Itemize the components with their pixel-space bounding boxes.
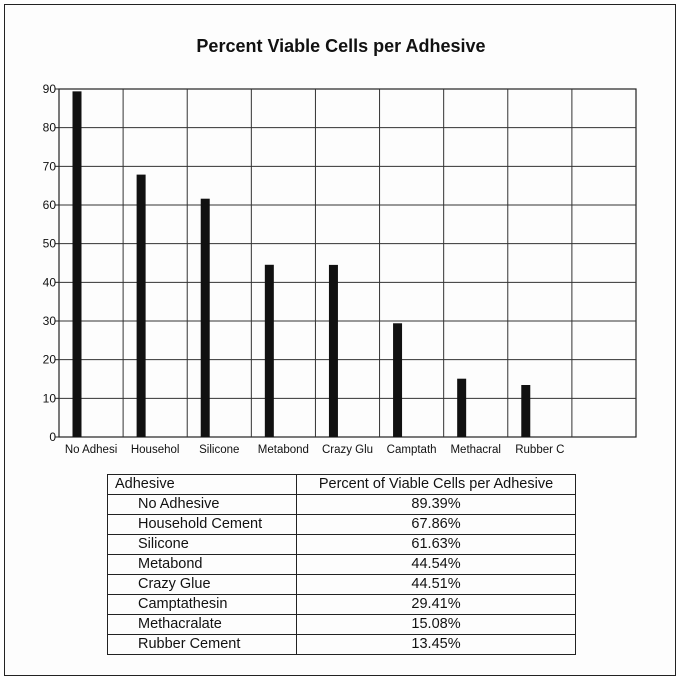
table-cell-adhesive: Methacralate xyxy=(107,614,297,635)
y-tick-label: 90 xyxy=(43,82,57,96)
table-cell-adhesive: Rubber Cement xyxy=(107,634,297,655)
table-cell-percent: 89.39% xyxy=(296,494,576,515)
table-cell-adhesive: Household Cement xyxy=(107,514,297,535)
x-tick-label: Househol xyxy=(131,444,180,456)
y-tick-label: 20 xyxy=(43,353,57,367)
bar xyxy=(264,264,274,437)
table-row: Metabond 44.54% xyxy=(107,554,576,575)
x-tick-label: Crazy Glu xyxy=(322,444,373,456)
table-cell-adhesive: Camptathesin xyxy=(107,594,297,615)
bar xyxy=(328,264,338,437)
chart-title: Percent Viable Cells per Adhesive xyxy=(196,36,486,56)
y-tick-label: 60 xyxy=(43,198,57,212)
table-row: Household Cement 67.86% xyxy=(107,514,576,535)
y-tick-label: 30 xyxy=(43,314,57,328)
table-cell-percent: 44.54% xyxy=(296,554,576,575)
bar xyxy=(72,91,82,437)
x-tick-label: Metabond xyxy=(258,444,309,456)
table-cell-adhesive: Crazy Glue xyxy=(107,574,297,595)
x-tick-label: No Adhesi xyxy=(65,444,117,456)
data-table: Adhesive Percent of Viable Cells per Adh… xyxy=(107,474,576,655)
y-tick-label: 50 xyxy=(43,237,57,251)
y-tick-label: 0 xyxy=(49,430,56,444)
bar xyxy=(457,378,467,437)
table-cell-percent: 15.08% xyxy=(296,614,576,635)
table-cell-adhesive: No Adhesive xyxy=(107,494,297,515)
table-header-adhesive: Adhesive xyxy=(107,474,297,495)
bar xyxy=(521,384,531,437)
y-tick-label: 40 xyxy=(43,275,57,289)
x-tick-label: Silicone xyxy=(199,444,239,456)
table-header-row: Adhesive Percent of Viable Cells per Adh… xyxy=(107,474,576,495)
table-cell-adhesive: Metabond xyxy=(107,554,297,575)
table-row: No Adhesive 89.39% xyxy=(107,494,576,515)
table-cell-percent: 29.41% xyxy=(296,594,576,615)
bar xyxy=(393,323,403,437)
x-tick-label: Methacral xyxy=(450,444,501,456)
bar xyxy=(136,174,146,437)
table-cell-percent: 13.45% xyxy=(296,634,576,655)
bar xyxy=(200,198,210,437)
table-cell-adhesive: Silicone xyxy=(107,534,297,555)
y-tick-label: 70 xyxy=(43,159,57,173)
table-cell-percent: 67.86% xyxy=(296,514,576,535)
table-row: Crazy Glue 44.51% xyxy=(107,574,576,595)
table-cell-percent: 61.63% xyxy=(296,534,576,555)
table-header-percent: Percent of Viable Cells per Adhesive xyxy=(296,474,576,495)
plot-area xyxy=(58,88,637,438)
x-tick-label: Rubber C xyxy=(515,444,564,456)
table-row: Methacralate 15.08% xyxy=(107,614,576,635)
y-tick-label: 80 xyxy=(43,121,57,135)
bar-chart: 0 10 20 30 40 50 60 70 80 90 No Adhesi Househol Sili… xyxy=(43,82,637,456)
y-tick-label: 10 xyxy=(43,391,57,405)
table-row: Rubber Cement 13.45% xyxy=(107,634,576,655)
table-row: Silicone 61.63% xyxy=(107,534,576,555)
table-cell-percent: 44.51% xyxy=(296,574,576,595)
table-row: Camptathesin 29.41% xyxy=(107,594,576,615)
x-tick-label: Camptath xyxy=(387,444,437,456)
